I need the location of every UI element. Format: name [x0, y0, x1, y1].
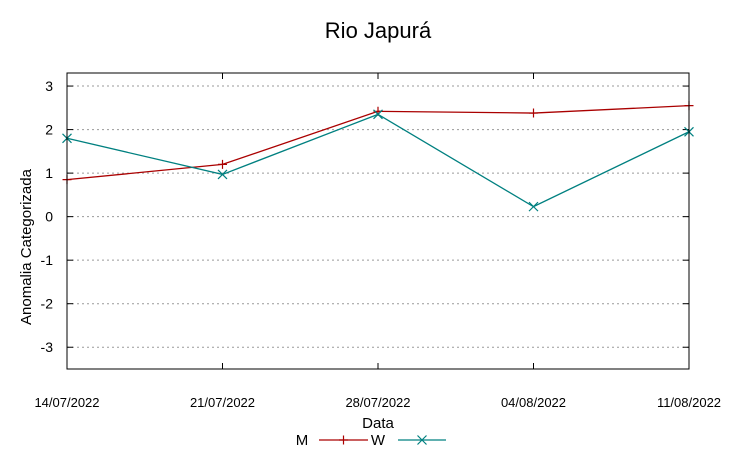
legend-label: W: [371, 432, 386, 449]
point-marker: [417, 435, 427, 445]
point-marker: [217, 169, 228, 180]
point-marker: [529, 108, 538, 118]
legend-item-W: W: [371, 432, 446, 449]
y-axis-label: Anomalia Categorizada: [18, 168, 35, 325]
y-tick-label: 0: [45, 209, 53, 225]
point-marker: [218, 159, 227, 169]
grid: [67, 85, 689, 348]
y-tick-label: -2: [41, 296, 54, 312]
series-line: [66, 104, 690, 181]
y-tick-label: -3: [41, 339, 54, 355]
y-tick-label: 3: [45, 78, 53, 94]
point-marker: [339, 435, 348, 445]
point-marker: [528, 201, 539, 212]
x-tick-label: 21/07/2022: [190, 395, 255, 410]
series-line: [66, 113, 690, 208]
x-tick-label: 11/08/2022: [657, 395, 721, 410]
x-tick-label: 28/07/2022: [345, 395, 410, 410]
x-axis-ticks: 14/07/2022 21/07/2022 28/07/2022 04/08/2022…: [34, 73, 721, 410]
chart-title: Rio Japurá: [325, 18, 432, 43]
legend-item-M: M: [296, 432, 368, 449]
x-tick-label: 14/07/2022: [34, 395, 99, 410]
y-tick-label: -1: [41, 252, 54, 268]
y-axis-ticks: -3 -2 -1 0 1 2 3: [41, 78, 689, 355]
point-marker: [373, 109, 383, 120]
plot-frame: [66, 72, 690, 370]
series-group: [62, 101, 694, 212]
x-axis-label: Data: [362, 415, 394, 432]
legend-label: M: [296, 432, 309, 449]
y-tick-label: 2: [45, 122, 53, 138]
x-tick-label: 04/08/2022: [501, 395, 566, 410]
series-W: [62, 109, 694, 212]
y-tick-label: 1: [45, 165, 53, 181]
